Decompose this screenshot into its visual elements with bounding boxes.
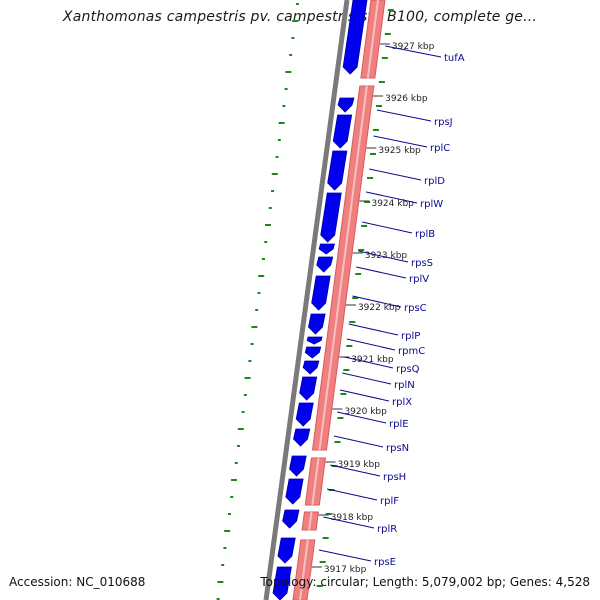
forward-gene-arrow[interactable] [282,509,300,529]
forward-gene-arrow[interactable] [285,478,304,505]
kbp-label: 3924 kbp [371,199,414,209]
gene-label-rpsS[interactable]: rpsS [411,258,433,269]
gene-leader-line [342,372,392,385]
accession-text: Accession: NC_010688 [9,575,146,589]
forward-gene-arrow[interactable] [299,376,318,401]
gene-leader-line [339,389,390,402]
forward-gene-arrow[interactable] [304,346,322,359]
gene-leader-line [330,464,381,477]
forward-gene-arrow[interactable] [302,360,320,375]
kbp-label: 3919 kbp [338,460,381,470]
gene-leader-line [326,488,378,501]
kbp-label: 3917 kbp [324,565,367,575]
gene-leader-line [362,221,413,234]
forward-gene-arrow[interactable] [289,455,307,477]
kbp-label: 3921 kbp [351,355,394,365]
kbp-label: 3925 kbp [378,146,421,156]
topology-info-text: Topology: circular; Length: 5,079,002 bp… [260,575,590,589]
forward-gene-arrow[interactable] [318,243,335,255]
gene-leader-line [318,549,372,562]
forward-gene-arrow[interactable] [277,537,296,564]
gene-label-rpsC[interactable]: rpsC [404,303,427,314]
gene-label-rpsJ[interactable]: rpsJ [434,117,453,128]
gene-label-rpsN[interactable]: rpsN [386,443,409,454]
gene-leader-line [344,356,394,369]
kbp-label: 3918 kbp [331,513,374,523]
gene-label-rplV[interactable]: rplV [409,274,429,285]
kbp-label: 3926 kbp [385,94,428,104]
forward-gene-arrow[interactable] [306,336,323,345]
gene-leader-line [356,266,407,279]
reverse-strand-highlight [311,457,320,506]
kbp-label: 3923 kbp [365,251,408,261]
forward-gene-arrow[interactable] [272,566,292,600]
gene-leader-line [373,135,428,148]
kbp-label: 3927 kbp [392,42,435,52]
forward-gene-arrow[interactable] [320,192,342,243]
gene-leader-line [385,45,442,58]
gene-label-rplB[interactable]: rplB [415,229,435,240]
gene-label-rplX[interactable]: rplX [392,397,412,408]
gene-leader-line [346,338,396,351]
gene-label-rplF[interactable]: rplF [380,496,399,507]
forward-gene-arrow[interactable] [327,150,348,191]
map-title: Xanthomonas campestris pv. campestris st… [62,9,538,25]
gene-label-rpsE[interactable]: rpsE [374,557,396,568]
gene-leader-line [358,250,409,263]
gene-label-rplR[interactable]: rplR [377,524,397,535]
gene-label-tufA[interactable]: tufA [444,53,465,64]
forward-gene-arrow[interactable] [316,256,334,273]
backbone-line [263,0,350,600]
gene-leader-line [348,323,399,336]
gene-label-rpsQ[interactable]: rpsQ [396,364,420,375]
forward-gene-arrow[interactable] [342,0,368,75]
gene-label-rplC[interactable]: rplC [430,143,450,154]
gene-leader-line [352,295,402,308]
gene-leader-line [337,411,387,424]
gene-label-rplP[interactable]: rplP [401,331,420,342]
gene-label-rplW[interactable]: rplW [420,199,443,210]
kbp-label: 3922 kbp [358,303,401,313]
forward-gene-arrow[interactable] [308,313,326,335]
gene-leader-line [376,109,432,122]
gene-leader-line [323,516,375,529]
gene-leader-line [369,168,422,181]
forward-gene-arrow[interactable] [337,97,355,113]
reverse-strand-highlight [366,0,379,79]
gene-label-rplN[interactable]: rplN [394,380,415,391]
forward-gene-arrow[interactable] [311,275,331,311]
forward-gene-arrow[interactable] [295,402,314,427]
reverse-strand-highlight [318,85,368,451]
kbp-label: 3920 kbp [344,407,387,417]
gene-label-rpsH[interactable]: rpsH [383,472,406,483]
reverse-strand-highlight [299,539,309,600]
gene-label-rplD[interactable]: rplD [424,176,445,187]
reverse-strand-highlight [308,511,313,531]
forward-gene-arrow[interactable] [332,114,353,149]
gene-leader-line [366,191,418,204]
gene-leader-line [333,435,384,448]
gene-label-rpmC[interactable]: rpmC [398,346,425,357]
gene-label-rplE[interactable]: rplE [389,419,409,430]
forward-gene-arrow[interactable] [293,428,311,447]
